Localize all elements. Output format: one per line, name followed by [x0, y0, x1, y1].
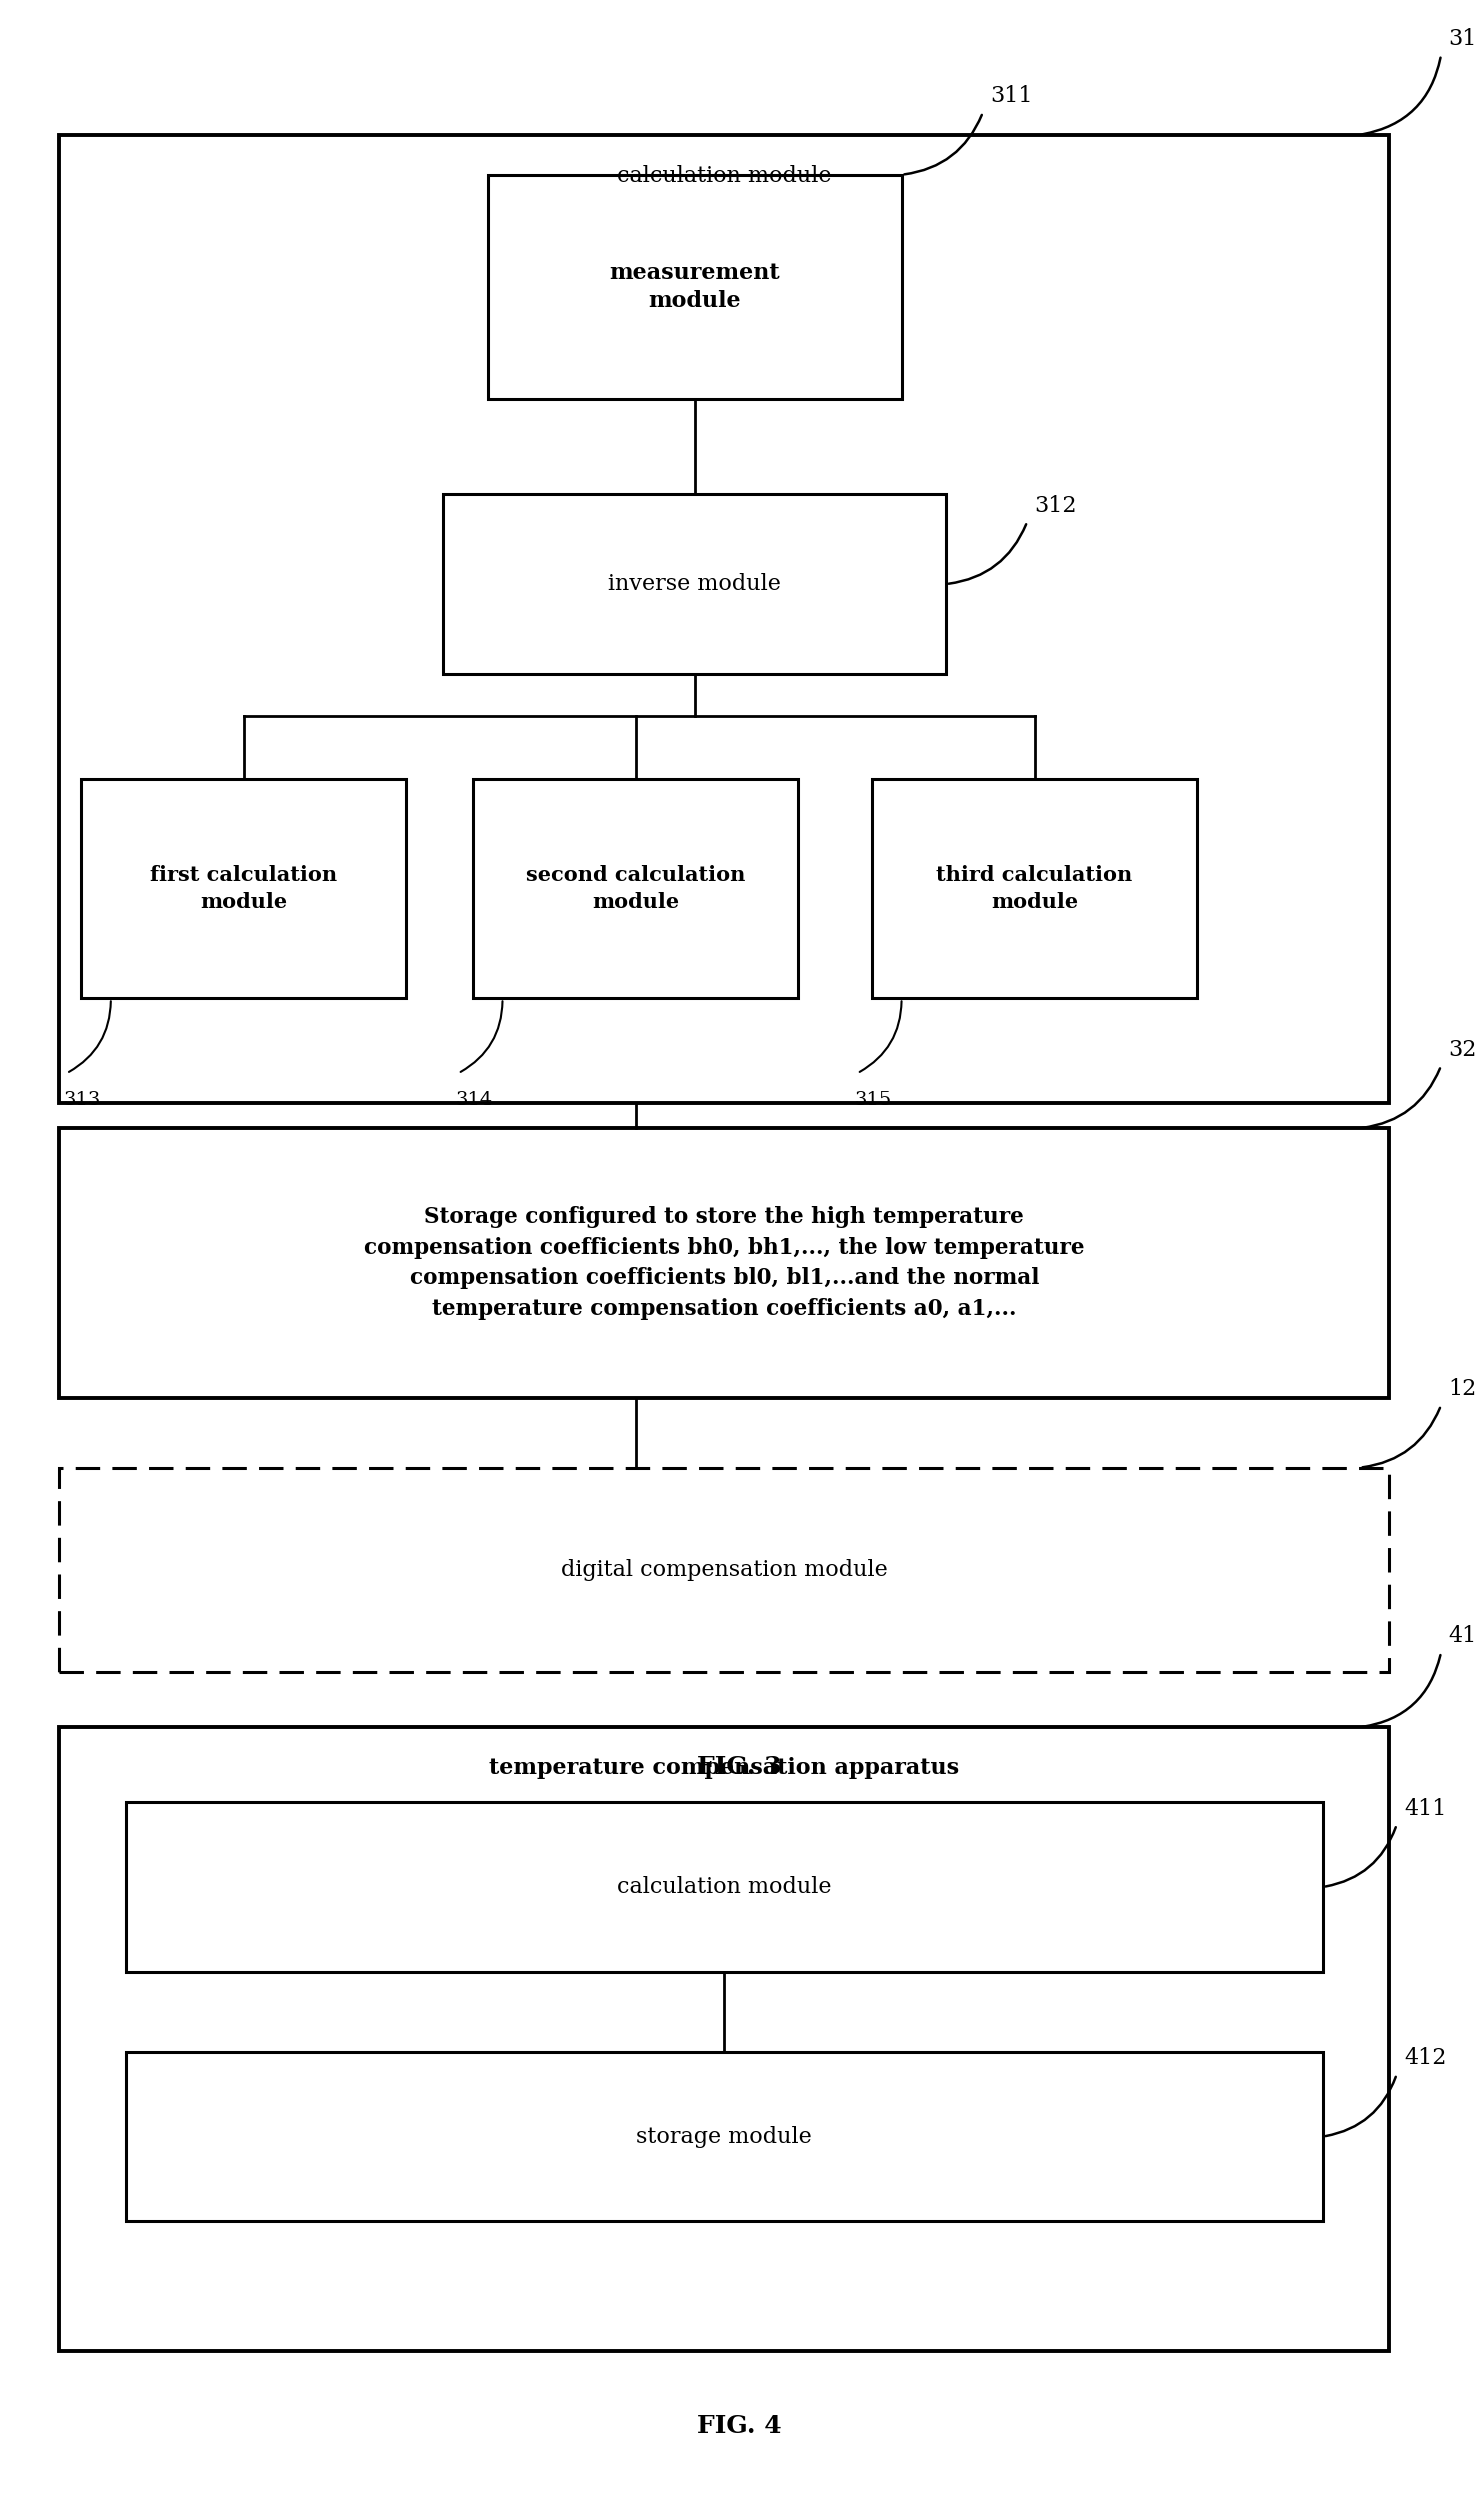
- Text: digital compensation module: digital compensation module: [560, 1560, 888, 1580]
- Text: FIG. 3: FIG. 3: [696, 1755, 782, 1780]
- Text: first calculation
module: first calculation module: [151, 866, 337, 911]
- Text: measurement
module: measurement module: [609, 262, 780, 312]
- Text: 41: 41: [1448, 1625, 1477, 1647]
- Text: 312: 312: [1035, 494, 1077, 517]
- Text: Storage configured to store the high temperature
compensation coefficients bh0, : Storage configured to store the high tem…: [364, 1206, 1085, 1320]
- Bar: [488, 175, 902, 399]
- Bar: [126, 1802, 1323, 1972]
- Text: storage module: storage module: [637, 2127, 811, 2147]
- Text: third calculation
module: third calculation module: [937, 866, 1132, 911]
- Bar: [59, 1727, 1389, 2351]
- Bar: [126, 2052, 1323, 2221]
- Text: inverse module: inverse module: [609, 574, 780, 594]
- Text: 311: 311: [990, 85, 1033, 107]
- Bar: [59, 135, 1389, 1103]
- Text: 315: 315: [854, 1091, 891, 1108]
- Text: calculation module: calculation module: [616, 165, 832, 187]
- Text: 32: 32: [1448, 1038, 1477, 1061]
- Bar: [81, 779, 406, 998]
- Text: 12: 12: [1448, 1378, 1477, 1400]
- Text: 314: 314: [455, 1091, 492, 1108]
- Text: calculation module: calculation module: [616, 1877, 832, 1897]
- Text: 313: 313: [64, 1091, 101, 1108]
- Bar: [443, 494, 946, 674]
- Text: 412: 412: [1404, 2047, 1447, 2069]
- Text: temperature compensation apparatus: temperature compensation apparatus: [489, 1757, 959, 1780]
- Bar: [59, 1128, 1389, 1398]
- Text: second calculation
module: second calculation module: [526, 866, 745, 911]
- Text: FIG. 4: FIG. 4: [696, 2414, 782, 2439]
- Bar: [872, 779, 1197, 998]
- Bar: [473, 779, 798, 998]
- Bar: [59, 1468, 1389, 1672]
- Text: 411: 411: [1404, 1797, 1447, 1820]
- Text: 31: 31: [1448, 27, 1477, 50]
